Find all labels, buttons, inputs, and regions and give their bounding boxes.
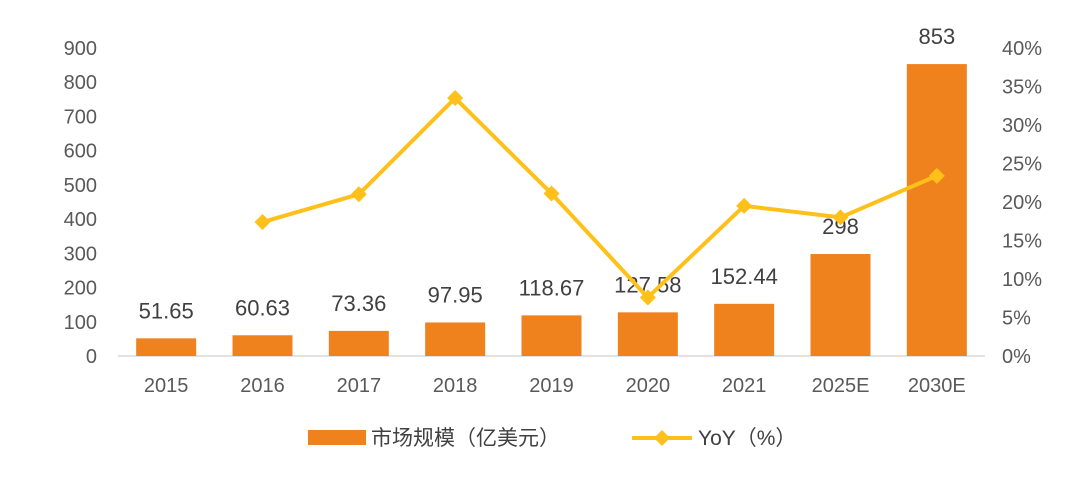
x-tick-label: 2025E xyxy=(812,375,870,397)
legend-bar-swatch xyxy=(308,430,366,445)
bar-value-label: 73.36 xyxy=(331,291,386,316)
yoy-line xyxy=(254,90,945,306)
yoy-point xyxy=(543,185,560,202)
right-tick-label: 40% xyxy=(1002,38,1042,60)
yoy-point xyxy=(350,186,367,203)
bars xyxy=(136,64,967,356)
left-tick-label: 700 xyxy=(64,106,97,128)
yoy-line-path xyxy=(261,96,938,300)
legend-bar-label: 市场规模（亿美元） xyxy=(371,427,560,450)
bar xyxy=(136,338,197,356)
bar xyxy=(521,315,582,356)
right-tick-label: 15% xyxy=(1002,231,1042,253)
right-tick-label: 20% xyxy=(1002,192,1042,214)
bar xyxy=(714,303,775,356)
x-axis: 2015 2016 2017 2018 2019 2020 2021 2025E 2030E xyxy=(144,375,966,397)
left-tick-label: 400 xyxy=(64,209,97,231)
left-tick-label: 0 xyxy=(86,346,97,368)
bar xyxy=(328,330,389,356)
right-tick-label: 35% xyxy=(1002,77,1042,99)
yoy-point xyxy=(928,167,945,184)
bar-labels: 51.65 60.63 73.36 97.95 118.67 127.58 152.4429… xyxy=(139,24,956,323)
legend-line-marker xyxy=(654,430,670,446)
x-tick-label: 2030E xyxy=(908,375,966,397)
bar-value-label: 118.67 xyxy=(519,275,585,300)
bar xyxy=(617,312,678,356)
x-tick-label: 2017 xyxy=(337,375,382,397)
left-tick-label: 300 xyxy=(64,243,97,265)
bar-value-label: 97.95 xyxy=(428,282,483,307)
yoy-point xyxy=(447,90,464,107)
left-tick-label: 900 xyxy=(64,38,97,60)
x-tick-label: 2019 xyxy=(529,375,574,397)
legend: 市场规模（亿美元） YoY（%） xyxy=(308,427,796,450)
left-tick-label: 500 xyxy=(64,175,97,197)
right-tick-label: 5% xyxy=(1002,308,1031,330)
yoy-point xyxy=(254,214,271,231)
right-tick-label: 25% xyxy=(1002,154,1042,176)
yoy-point xyxy=(736,197,753,214)
yoy-point xyxy=(639,289,656,306)
bar xyxy=(906,64,967,356)
bar-value-label: 152.44 xyxy=(711,264,778,289)
x-tick-label: 2016 xyxy=(240,375,285,397)
x-tick-label: 2020 xyxy=(626,375,671,397)
x-tick-label: 2021 xyxy=(722,375,767,397)
left-tick-label: 600 xyxy=(64,141,97,163)
right-tick-label: 0% xyxy=(1002,346,1031,368)
bar xyxy=(232,335,293,356)
right-tick-label: 30% xyxy=(1002,115,1042,137)
right-axis: 0% 5% 10% 15% 20% 25% 30% 35% 40% xyxy=(1002,38,1042,368)
right-tick-label: 10% xyxy=(1002,269,1042,291)
left-tick-label: 800 xyxy=(64,72,97,94)
bar-value-label: 853 xyxy=(918,24,955,49)
bar-value-label: 60.63 xyxy=(235,295,290,320)
x-tick-label: 2018 xyxy=(433,375,478,397)
yoy-point xyxy=(832,209,849,226)
bar xyxy=(425,322,486,356)
x-tick-label: 2015 xyxy=(144,375,189,397)
bar-value-label: 51.65 xyxy=(139,298,194,323)
left-tick-label: 200 xyxy=(64,278,97,300)
bar xyxy=(810,254,871,356)
legend-line-label: YoY（%） xyxy=(698,427,796,450)
left-axis: 0 100 200 300 400 500 600 700 800 900 xyxy=(64,38,97,368)
left-tick-label: 100 xyxy=(64,312,97,334)
